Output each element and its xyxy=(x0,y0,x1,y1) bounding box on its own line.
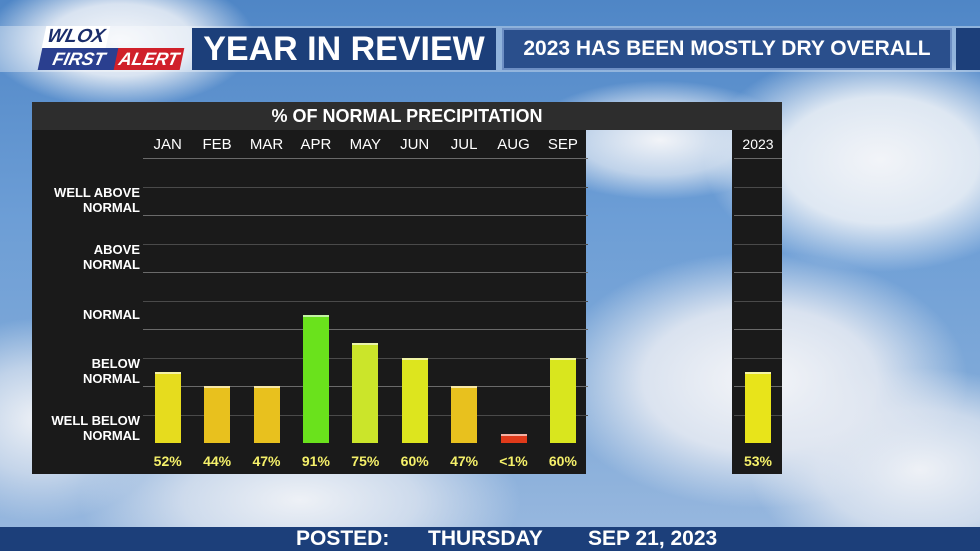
gridline-summary xyxy=(734,215,782,216)
bar-2023-summary xyxy=(745,371,771,443)
month-label: SEP xyxy=(547,136,578,153)
month-label: FEB xyxy=(202,136,232,153)
y-axis-label: NORMAL xyxy=(36,307,140,322)
value-label: 47% xyxy=(450,453,479,469)
y-axis-label: ABOVE NORMAL xyxy=(36,242,140,272)
month-label: JUL xyxy=(450,136,478,153)
station-logo: WLOX FIRST ALERT xyxy=(37,26,186,72)
y-axis-label-line1: BELOW xyxy=(91,355,140,371)
bar-sep xyxy=(549,357,576,443)
value-label: 91% xyxy=(301,453,330,469)
y-axis-label: WELL BELOW NORMAL xyxy=(36,413,140,443)
y-axis-label-line1: WELL BELOW xyxy=(51,412,140,428)
month-label: AUG xyxy=(497,136,530,153)
gridline-summary xyxy=(734,357,782,359)
y-axis-label-line2: NORMAL xyxy=(82,199,140,215)
value-label: 60% xyxy=(548,453,577,469)
month-label: JAN xyxy=(153,136,182,153)
gridline xyxy=(143,300,588,302)
y-axis-label-line1: NORMAL xyxy=(82,306,140,322)
gridline xyxy=(143,329,588,330)
header-side-strip xyxy=(956,28,980,70)
y-axis-label: BELOW NORMAL xyxy=(36,356,140,386)
value-label: 47% xyxy=(252,453,281,469)
chart-title: % OF NORMAL PRECIPITATION xyxy=(271,106,543,126)
summary-year-label: 2023 xyxy=(742,136,774,152)
value-label: 44% xyxy=(203,453,232,469)
y-axis-label-line2: NORMAL xyxy=(82,370,140,386)
bar-may xyxy=(352,343,379,443)
month-label: MAY xyxy=(349,136,381,153)
logo-alert: ALERT xyxy=(113,48,185,70)
gridline xyxy=(143,158,588,159)
value-label: 52% xyxy=(153,453,182,469)
gridline-summary xyxy=(734,272,782,273)
month-label: MAR xyxy=(249,136,284,153)
bar-jun xyxy=(401,357,428,443)
y-axis-label: WELL ABOVE NORMAL xyxy=(36,185,140,215)
bar-jul xyxy=(451,386,478,443)
gridline-summary xyxy=(734,186,782,188)
footer-date: SEP 21, 2023 xyxy=(588,527,718,550)
footer-bar: POSTED: THURSDAY SEP 21, 2023 xyxy=(0,527,980,551)
footer-day: THURSDAY xyxy=(428,527,543,550)
header-title: YEAR IN REVIEW xyxy=(192,28,496,70)
gridline-summary xyxy=(734,158,782,159)
bar-aug xyxy=(500,434,527,443)
bar-feb xyxy=(204,386,231,443)
header-subtitle: 2023 HAS BEEN MOSTLY DRY OVERALL xyxy=(502,28,952,70)
gridline-summary xyxy=(734,329,782,330)
value-label: <1% xyxy=(499,453,528,469)
bar-mar xyxy=(253,386,280,443)
logo-first: FIRST xyxy=(37,48,121,70)
gridline xyxy=(143,272,588,273)
y-axis-label-line1: ABOVE xyxy=(93,241,140,257)
bar-jan xyxy=(154,371,181,443)
bar-apr xyxy=(302,314,329,443)
gridline-summary xyxy=(734,243,782,245)
gridline xyxy=(143,215,588,216)
y-axis-label-line2: NORMAL xyxy=(82,427,140,443)
gridline xyxy=(143,186,588,188)
footer-posted-label: POSTED: xyxy=(296,527,390,550)
chart-title-bar: % OF NORMAL PRECIPITATION xyxy=(32,102,782,130)
month-label: APR xyxy=(300,136,332,153)
y-axis-label-line1: WELL ABOVE xyxy=(54,184,140,200)
gridline xyxy=(143,243,588,245)
value-label: 60% xyxy=(400,453,429,469)
gridline-summary xyxy=(734,300,782,302)
logo-wlox: WLOX xyxy=(41,26,111,48)
value-label: 75% xyxy=(351,453,380,469)
month-label: JUN xyxy=(400,136,430,153)
y-axis-label-line2: NORMAL xyxy=(82,256,140,272)
summary-value-label: 53% xyxy=(743,453,773,469)
